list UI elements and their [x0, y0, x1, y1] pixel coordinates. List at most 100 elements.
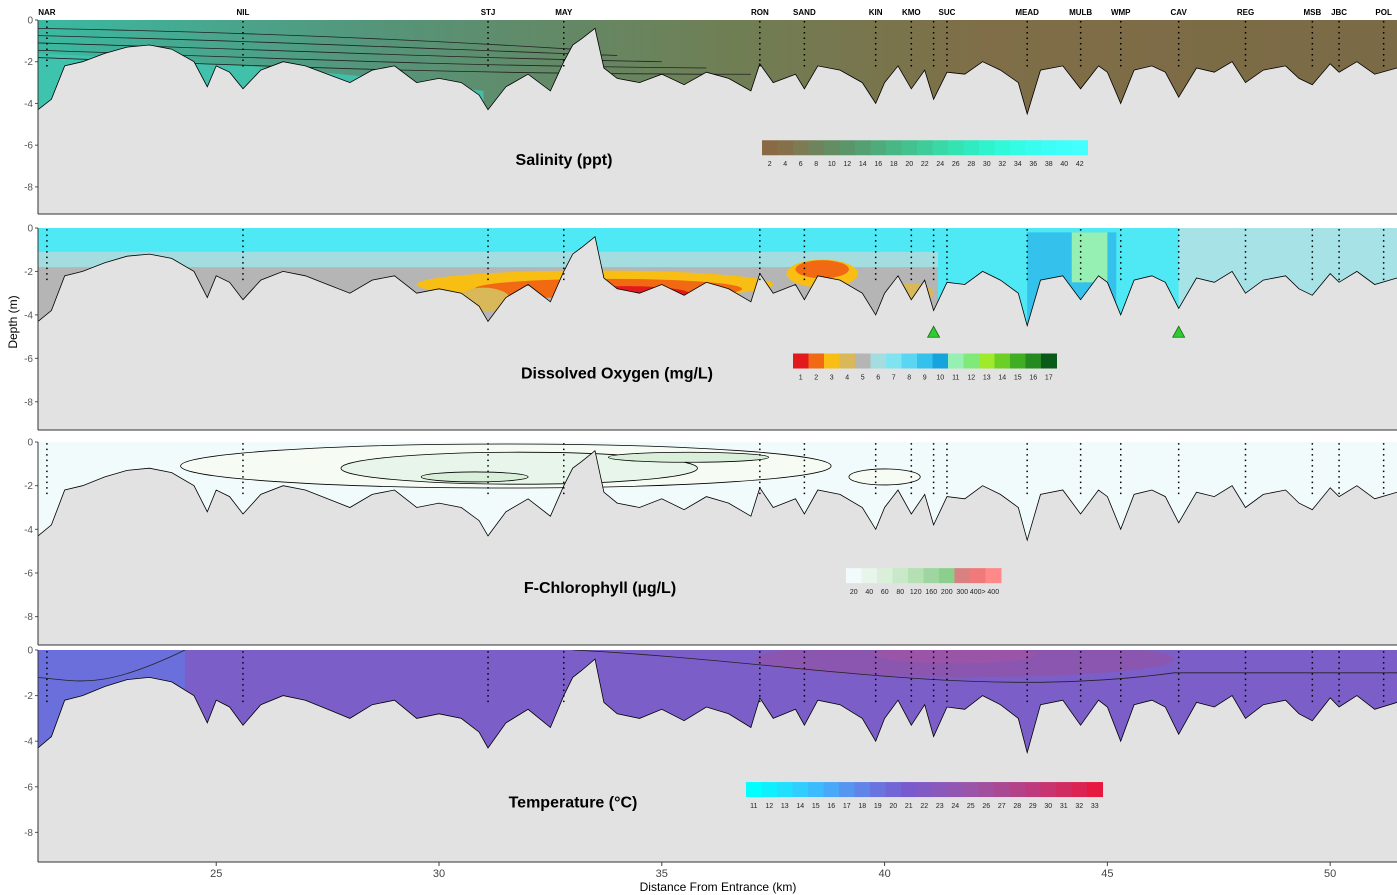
legend-swatch: [808, 782, 824, 798]
legend-swatch: [948, 353, 964, 369]
legend-label: 6: [876, 374, 880, 381]
legend-swatch: [870, 353, 887, 369]
station-label: KIN: [869, 8, 883, 17]
legend-swatch: [855, 353, 871, 369]
x-tick-label: 40: [878, 868, 890, 880]
legend-label: 18: [890, 161, 898, 168]
legend-swatch: [886, 353, 902, 369]
legend-label: 15: [812, 803, 820, 810]
legend-label: 5: [861, 374, 865, 381]
legend-swatch: [1056, 140, 1073, 156]
legend-label: 14: [859, 161, 867, 168]
panel-title: Salinity (ppt): [516, 152, 613, 169]
legend-label: 15: [1014, 374, 1022, 381]
legend-label: 24: [951, 803, 959, 810]
panel-title: Dissolved Oxygen (mg/L): [521, 366, 713, 383]
legend-swatch: [1056, 782, 1072, 798]
y-tick-label: -2: [24, 481, 33, 492]
legend-label: 12: [765, 803, 773, 810]
legend-label: 30: [1044, 803, 1052, 810]
station-label: MSB: [1303, 8, 1321, 17]
legend-swatch: [885, 782, 902, 798]
y-tick-label: -4: [24, 525, 33, 536]
station-label: NIL: [237, 8, 250, 17]
legend-label: 4: [845, 374, 849, 381]
legend-swatch: [839, 782, 855, 798]
y-tick-label: 0: [27, 646, 33, 657]
station-label: NAR: [38, 8, 56, 17]
salinity-contour: [38, 35, 618, 56]
legend-swatch: [854, 782, 871, 798]
legend-label: 38: [1045, 161, 1053, 168]
legend-label: 7: [892, 374, 896, 381]
legend-label: 26: [982, 803, 990, 810]
legend-swatch: [917, 353, 933, 369]
legend-swatch: [1041, 140, 1057, 156]
color-legend: 11 12 13 14 15 16 17 18 19 20 21 22 23 24 25 26 27 28 29 30…: [746, 782, 1103, 810]
legend-swatch: [916, 782, 933, 798]
legend-swatch: [808, 140, 825, 156]
y-tick-label: -2: [24, 267, 33, 278]
y-axis-label: Depth (m): [6, 295, 20, 348]
legend-label: 32: [998, 161, 1006, 168]
legend-label: 20: [850, 589, 858, 596]
oxygen-surface-layer: [38, 228, 939, 252]
station-label: SAND: [793, 8, 816, 17]
legend-swatch: [994, 140, 1011, 156]
legend-swatch: [994, 353, 1011, 369]
legend-swatch: [839, 353, 856, 369]
legend-swatch: [954, 568, 971, 584]
legend-swatch: [746, 782, 762, 798]
legend-label: 26: [952, 161, 960, 168]
legend-label: 11: [952, 374, 959, 381]
legend-label: 22: [921, 161, 929, 168]
chlorophyll-bloom: [848, 468, 921, 486]
legend-label: 20: [889, 803, 897, 810]
legend-label: 2: [768, 161, 772, 168]
legend-swatch: [939, 568, 955, 584]
legend-label: 14: [998, 374, 1006, 381]
station-label: RON: [751, 8, 769, 17]
legend-label: 16: [1029, 374, 1037, 381]
legend-label: 2: [814, 374, 818, 381]
legend-swatch: [846, 568, 862, 584]
legend-swatch: [824, 353, 840, 369]
legend-label: 28: [967, 161, 975, 168]
warm-core: [875, 650, 1037, 664]
salinity-contour: [38, 27, 573, 50]
legend-label: 1: [799, 374, 803, 381]
station-label: SUC: [939, 8, 956, 17]
hypoxic-core: [795, 260, 849, 279]
y-tick-label: 0: [27, 224, 33, 235]
legend-label: 120: [910, 589, 922, 596]
legend-swatch: [932, 782, 948, 798]
legend-swatch: [985, 568, 1002, 584]
legend-swatch: [948, 140, 964, 156]
legend-label: 160: [925, 589, 937, 596]
panel-title: Temperature (°C): [509, 795, 638, 812]
legend-swatch: [947, 782, 964, 798]
legend-swatch: [839, 140, 856, 156]
y-tick-label: -8: [24, 828, 33, 839]
station-label: MEAD: [1015, 8, 1039, 17]
legend-label: 60: [881, 589, 889, 596]
y-tick-label: -6: [24, 568, 33, 579]
legend-swatch: [808, 353, 825, 369]
legend-swatch: [793, 353, 809, 369]
legend-label: 40: [1060, 161, 1068, 168]
y-tick-label: -8: [24, 612, 33, 623]
x-tick-label: 25: [210, 868, 222, 880]
legend-label: 29: [1029, 803, 1037, 810]
y-tick-label: -6: [24, 354, 33, 365]
legend-label: 9: [923, 374, 927, 381]
legend-swatch: [777, 782, 793, 798]
legend-label: 30: [983, 161, 991, 168]
station-label: REG: [1237, 8, 1254, 17]
station-label: MAY: [555, 8, 573, 17]
legend-label: 33: [1091, 803, 1099, 810]
legend-label: 10: [828, 161, 836, 168]
y-tick-label: -8: [24, 397, 33, 408]
